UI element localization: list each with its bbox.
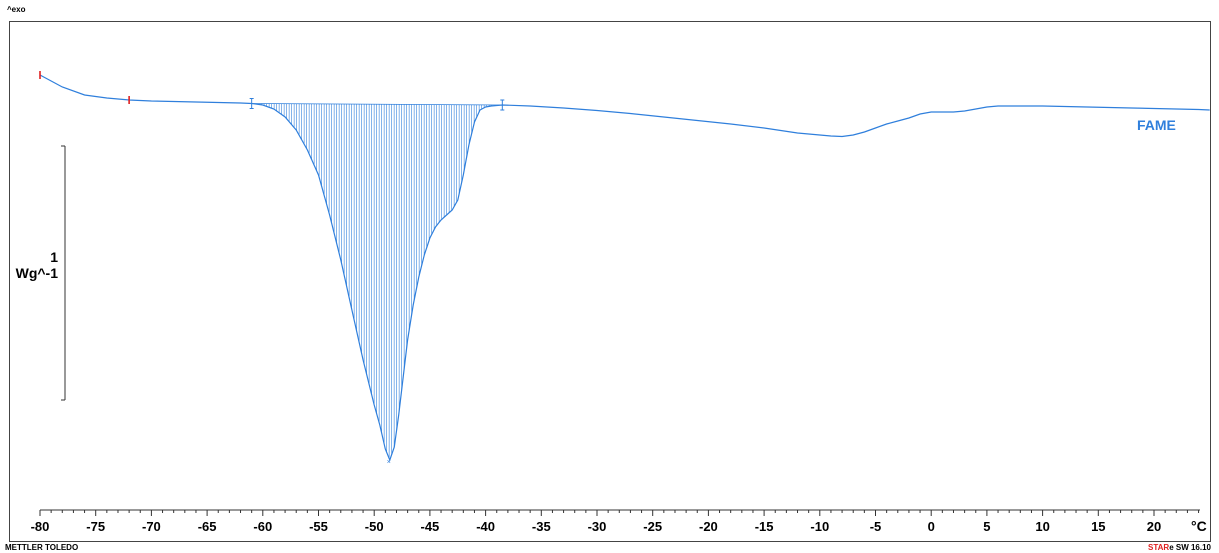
scale-bar-unit: Wg^-1 [15,265,58,281]
x-tick-label: -55 [309,519,328,534]
x-tick-label: -30 [588,519,607,534]
x-tick-label: -25 [643,519,662,534]
software-star: STAR [1148,543,1170,552]
scale-bar-value: 1 [50,249,58,265]
integration-hatch [251,103,503,459]
series-label-fame: FAME [1137,117,1176,133]
curve-group [39,74,1210,462]
plot-frame [9,21,1211,542]
x-tick-label: -20 [699,519,718,534]
software-version-rest: e SW 16.10 [1169,543,1211,552]
x-tick-label: 15 [1091,519,1105,534]
integration-baseline [251,103,503,106]
x-tick-label: -80 [31,519,50,534]
x-tick-label: -75 [86,519,105,534]
x-tick-label: -40 [476,519,495,534]
exo-direction-label: ^exo [7,5,26,14]
x-tick-label: 10 [1035,519,1049,534]
x-tick-label: -5 [870,519,882,534]
series-line-fame [39,74,1210,462]
x-tick-label: -50 [365,519,384,534]
x-tick-label: 0 [928,519,935,534]
scale-bar-label: 1 Wg^-1 [14,249,58,281]
x-tick-label: -65 [198,519,217,534]
x-tick-label: -15 [755,519,774,534]
peak-marker: × [387,459,391,466]
y-scale-bar [61,145,66,401]
x-tick-label: -60 [253,519,272,534]
x-axis-unit: °C [1191,518,1207,534]
software-version: STARe SW 16.10 [1148,543,1211,552]
x-tick-label: 5 [983,519,990,534]
x-tick-label: -70 [142,519,161,534]
brand-footer: METTLER TOLEDO [5,543,79,552]
x-axis: -80 -75 -70 -65 -60 -55 -50 -45 -40 -35 -30 -25 -20-… [31,509,1200,534]
marker-group: × [39,71,505,466]
x-tick-label: -45 [421,519,440,534]
x-tick-label: 20 [1147,519,1161,534]
x-tick-label: -35 [532,519,551,534]
x-tick-label: -10 [810,519,829,534]
